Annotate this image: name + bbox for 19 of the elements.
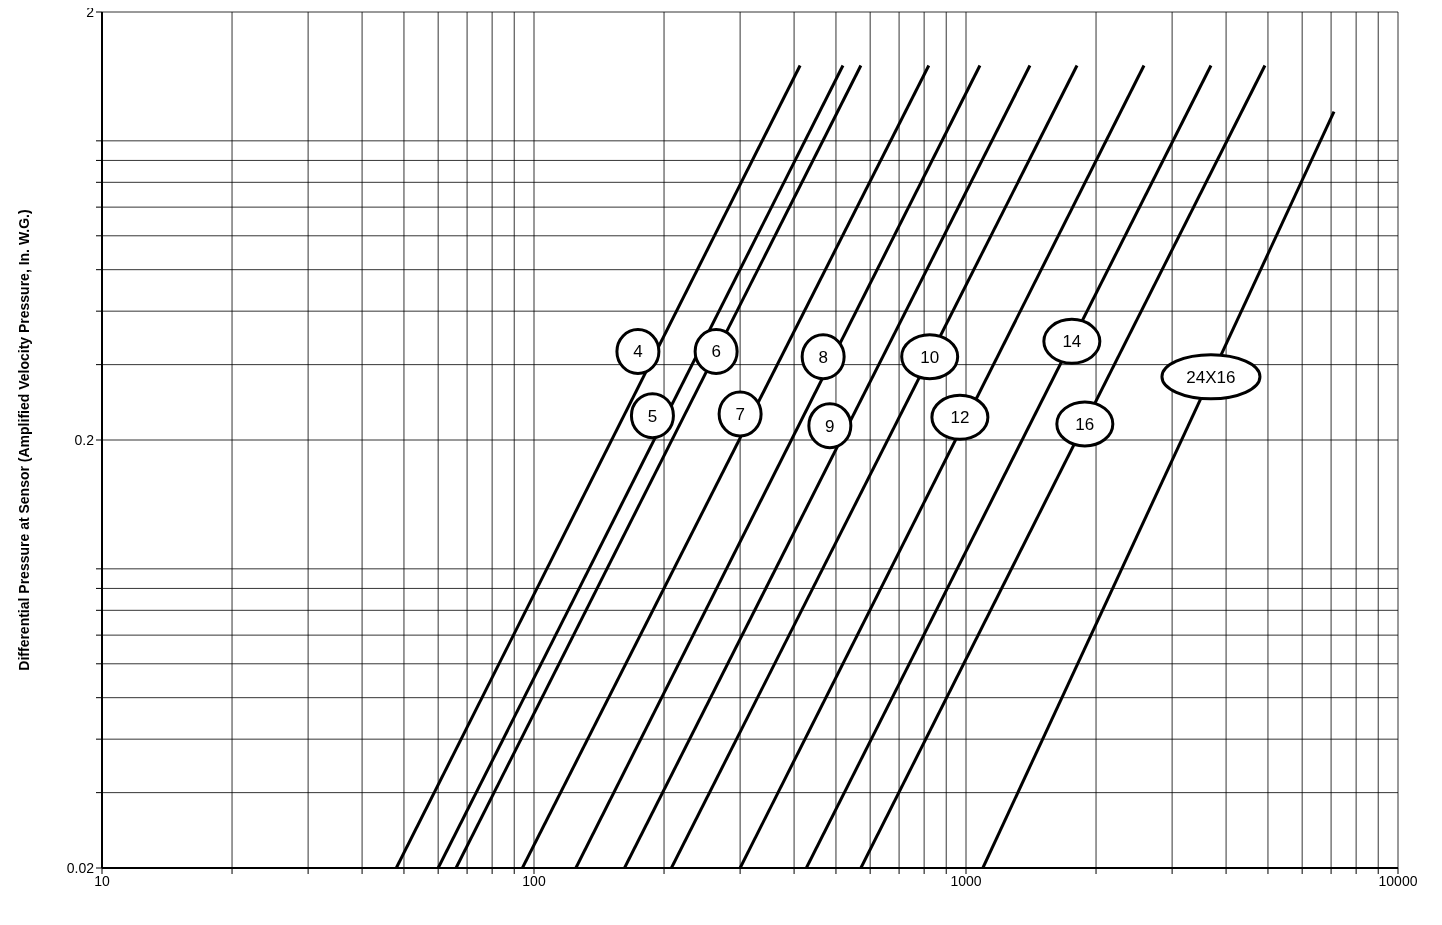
annotation: 7 (735, 405, 745, 425)
annotation: 24X16 (1186, 367, 1236, 387)
x-tick-label: 10000 (1378, 872, 1418, 889)
annotation: 16 (1075, 414, 1095, 434)
annotation: 5 (647, 406, 658, 426)
y-tick-label: 0.2 (74, 431, 95, 448)
annotation: 9 (825, 416, 835, 436)
annotation: 12 (950, 408, 970, 428)
y-tick-label: 0.02 (66, 859, 95, 876)
y-axis-title: Differential Pressure at Sensor (Amplified Velocity Pressure, In. W.G.) (15, 209, 32, 671)
y-tick-label: 2 (86, 3, 95, 20)
x-tick-label: 10 (94, 872, 110, 889)
annotation: 14 (1062, 332, 1082, 352)
annotation: 4 (633, 342, 643, 362)
annotation: 10 (920, 347, 940, 367)
annotation: 8 (818, 347, 828, 367)
annotation: 6 (711, 342, 721, 362)
x-tick-label: 1000 (950, 872, 982, 889)
x-tick-label: 100 (522, 872, 546, 889)
